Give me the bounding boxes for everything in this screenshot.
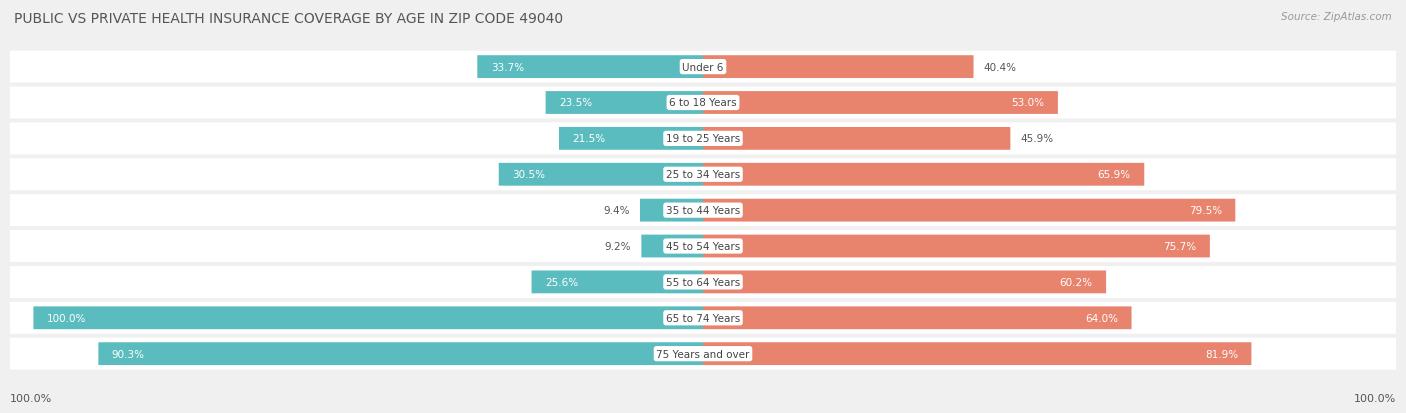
Text: 81.9%: 81.9% (1205, 349, 1237, 359)
FancyBboxPatch shape (10, 266, 1396, 298)
Text: 100.0%: 100.0% (1354, 393, 1396, 403)
FancyBboxPatch shape (703, 235, 1211, 258)
Text: 79.5%: 79.5% (1188, 206, 1222, 216)
Text: 55 to 64 Years: 55 to 64 Years (666, 277, 740, 287)
Text: Source: ZipAtlas.com: Source: ZipAtlas.com (1281, 12, 1392, 22)
Text: 45 to 54 Years: 45 to 54 Years (666, 242, 740, 252)
FancyBboxPatch shape (10, 338, 1396, 370)
Text: 40.4%: 40.4% (984, 62, 1017, 72)
FancyBboxPatch shape (703, 342, 1251, 365)
Text: 9.2%: 9.2% (605, 242, 631, 252)
Text: 65 to 74 Years: 65 to 74 Years (666, 313, 740, 323)
FancyBboxPatch shape (10, 87, 1396, 119)
Text: 60.2%: 60.2% (1060, 277, 1092, 287)
FancyBboxPatch shape (640, 199, 703, 222)
FancyBboxPatch shape (703, 164, 1144, 186)
FancyBboxPatch shape (531, 271, 703, 294)
Text: 100.0%: 100.0% (10, 393, 52, 403)
Text: 6 to 18 Years: 6 to 18 Years (669, 98, 737, 108)
FancyBboxPatch shape (98, 342, 703, 365)
FancyBboxPatch shape (10, 123, 1396, 155)
FancyBboxPatch shape (10, 195, 1396, 227)
Text: 64.0%: 64.0% (1085, 313, 1118, 323)
Text: 25 to 34 Years: 25 to 34 Years (666, 170, 740, 180)
Text: 9.4%: 9.4% (603, 206, 630, 216)
Text: 75.7%: 75.7% (1163, 242, 1197, 252)
Text: 19 to 25 Years: 19 to 25 Years (666, 134, 740, 144)
FancyBboxPatch shape (10, 230, 1396, 262)
FancyBboxPatch shape (499, 164, 703, 186)
Text: 100.0%: 100.0% (46, 313, 86, 323)
FancyBboxPatch shape (703, 128, 1011, 150)
Text: 25.6%: 25.6% (546, 277, 578, 287)
FancyBboxPatch shape (10, 159, 1396, 191)
Text: 23.5%: 23.5% (560, 98, 592, 108)
FancyBboxPatch shape (703, 56, 973, 79)
FancyBboxPatch shape (546, 92, 703, 115)
FancyBboxPatch shape (34, 306, 703, 330)
Text: 75 Years and over: 75 Years and over (657, 349, 749, 359)
FancyBboxPatch shape (703, 271, 1107, 294)
Text: 21.5%: 21.5% (572, 134, 606, 144)
Text: PUBLIC VS PRIVATE HEALTH INSURANCE COVERAGE BY AGE IN ZIP CODE 49040: PUBLIC VS PRIVATE HEALTH INSURANCE COVER… (14, 12, 564, 26)
Text: 30.5%: 30.5% (512, 170, 546, 180)
Text: 33.7%: 33.7% (491, 62, 524, 72)
FancyBboxPatch shape (641, 235, 703, 258)
FancyBboxPatch shape (703, 92, 1057, 115)
FancyBboxPatch shape (703, 199, 1236, 222)
Text: 35 to 44 Years: 35 to 44 Years (666, 206, 740, 216)
Text: 65.9%: 65.9% (1098, 170, 1130, 180)
FancyBboxPatch shape (10, 302, 1396, 334)
Text: Under 6: Under 6 (682, 62, 724, 72)
FancyBboxPatch shape (560, 128, 703, 150)
FancyBboxPatch shape (477, 56, 703, 79)
FancyBboxPatch shape (703, 306, 1132, 330)
Text: 45.9%: 45.9% (1021, 134, 1053, 144)
Text: 53.0%: 53.0% (1011, 98, 1045, 108)
FancyBboxPatch shape (10, 52, 1396, 83)
Text: 90.3%: 90.3% (112, 349, 145, 359)
